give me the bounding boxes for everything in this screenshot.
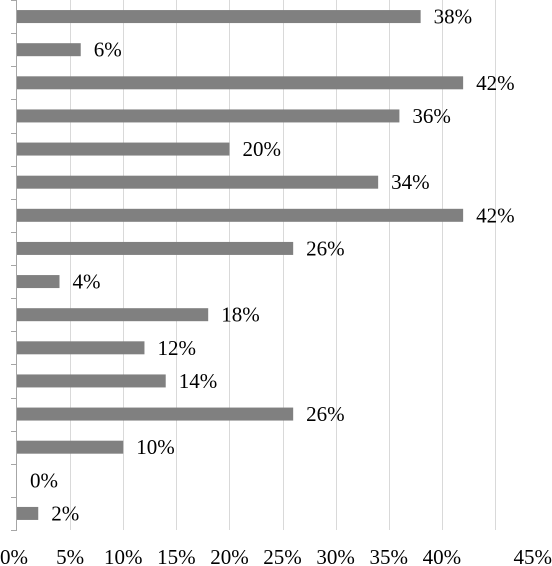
bar (17, 407, 294, 421)
x-tick-label: 0% (0, 545, 28, 566)
data-label: 20% (242, 137, 281, 161)
data-labels: 38% 6% 42% 36% 20% 34% 42% 26% 4% 18% 12% 14% 26% 10%… (30, 5, 515, 526)
data-label: 0% (30, 468, 58, 492)
bars (17, 10, 464, 520)
x-tick-label: 15% (157, 545, 196, 566)
bar (17, 506, 39, 520)
data-label: 38% (434, 5, 473, 29)
data-label: 26% (306, 402, 345, 426)
y-axis-ticks (11, 0, 17, 531)
data-label: 12% (157, 336, 196, 360)
data-label: 42% (476, 71, 514, 95)
x-tick-label: 10% (104, 545, 143, 566)
x-tick-label: 45% (514, 545, 552, 566)
x-tick-label: 25% (263, 545, 302, 566)
bar (17, 341, 145, 355)
x-tick-label: 35% (370, 545, 409, 566)
x-tick-label: 5% (56, 545, 84, 566)
bar (17, 10, 421, 24)
data-label: 26% (306, 236, 345, 260)
data-label: 42% (476, 203, 514, 227)
bar (17, 109, 400, 123)
bar (17, 43, 81, 57)
bar (17, 142, 230, 156)
x-tick-label: 20% (210, 545, 249, 566)
bar (17, 208, 464, 222)
bar (17, 275, 60, 289)
bar (17, 440, 124, 454)
data-label: 4% (72, 270, 100, 294)
x-tick-labels: 0% 5% 10% 15% 20% 25% 30% 35% 40% 45% (0, 545, 552, 566)
bar (17, 76, 464, 90)
data-label: 34% (391, 170, 430, 194)
data-label: 14% (179, 369, 218, 393)
bar (17, 374, 166, 388)
data-label: 18% (221, 303, 260, 327)
data-label: 6% (94, 38, 122, 62)
x-tick-label: 30% (316, 545, 355, 566)
bar (17, 241, 294, 255)
data-label: 2% (51, 501, 79, 525)
bar (17, 175, 379, 189)
bar (17, 308, 209, 322)
x-tick-label: 40% (423, 545, 462, 566)
data-label: 36% (412, 104, 451, 128)
data-label: 10% (136, 435, 175, 459)
